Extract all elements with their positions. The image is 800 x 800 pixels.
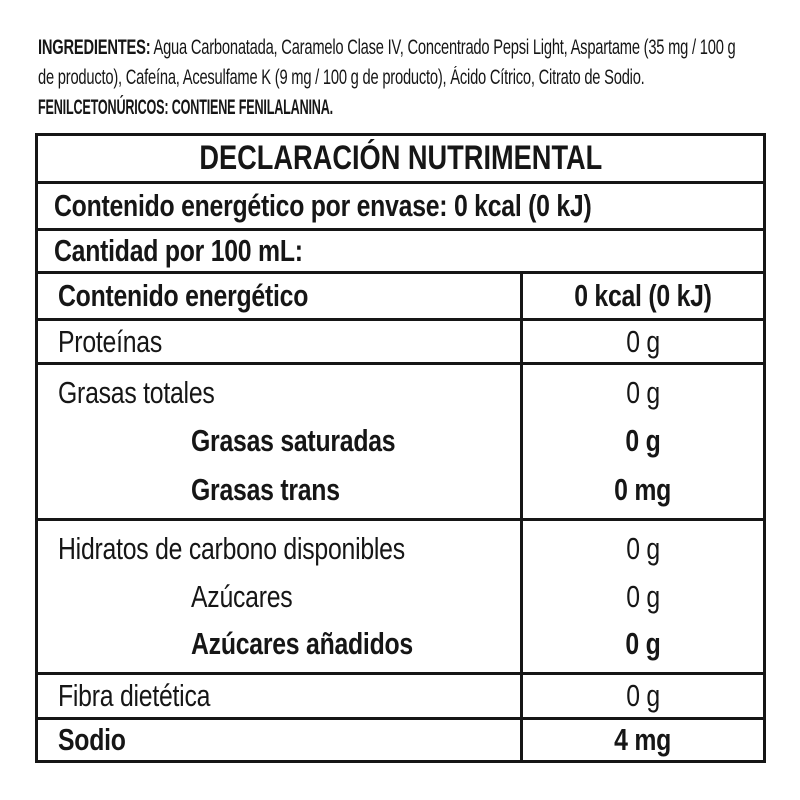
ingredients-line-1: INGREDIENTES: Agua Carbonatada, Caramelo…: [38, 33, 800, 63]
row-label-cell: Contenido energético: [38, 274, 523, 318]
row-value-hidratos: 0 g: [523, 525, 763, 573]
row-label: Grasas trans: [191, 471, 340, 507]
row-value: 0 g: [626, 323, 660, 359]
row-value-cell: 0 kcal (0 kJ): [523, 274, 763, 318]
row-value-cell: 4 mg: [523, 720, 763, 760]
serving-basis-row: Cantidad por 100 mL:: [38, 228, 763, 271]
row-label-grasas-trans: Grasas trans: [58, 466, 520, 514]
nutrition-facts-table: DECLARACIÓN NUTRIMENTAL Contenido energé…: [35, 133, 766, 763]
group-label-cell: Hidratos de carbono disponibles Azúcares…: [38, 521, 523, 672]
row-value: 4 mg: [614, 722, 672, 757]
row-label-hidratos: Hidratos de carbono disponibles: [58, 525, 520, 573]
row-label: Azúcares: [191, 578, 293, 614]
row-value: 0 g: [626, 375, 660, 411]
table-title-row: DECLARACIÓN NUTRIMENTAL: [38, 136, 763, 181]
row-value-cell: 0 g: [523, 675, 763, 717]
row-label-grasas-totales: Grasas totales: [58, 369, 520, 417]
row-label-azucares-anadidos: Azúcares añadidos: [58, 620, 520, 668]
phenylketonurics-warning: FENILCETONÚRICOS: CONTIENE FENILALANINA.: [38, 93, 800, 123]
table-row-group-hidratos: Hidratos de carbono disponibles Azúcares…: [38, 518, 763, 672]
ingredients-text-part-2: de producto), Cafeína, Acesulfame K (9 m…: [38, 66, 645, 89]
row-value: 0 mg: [614, 471, 672, 507]
table-row-sodio: Sodio 4 mg: [38, 717, 763, 760]
row-label-cell: Proteínas: [38, 321, 523, 362]
group-value-cell: 0 g 0 g 0 g: [523, 521, 763, 672]
row-value-grasas-trans: 0 mg: [523, 466, 763, 514]
ingredients-text-part-1: Agua Carbonatada, Caramelo Clase IV, Con…: [150, 36, 736, 59]
row-label: Fibra dietética: [58, 678, 211, 713]
row-label-cell: Sodio: [38, 720, 523, 760]
table-row-contenido-energetico: Contenido energético 0 kcal (0 kJ): [38, 271, 763, 318]
group-value-cell: 0 g 0 g 0 mg: [523, 365, 763, 518]
row-value-grasas-saturadas: 0 g: [523, 417, 763, 465]
energy-per-package-row: Contenido energético por envase: 0 kcal …: [38, 181, 763, 228]
row-label-grasas-saturadas: Grasas saturadas: [58, 417, 520, 465]
row-label-cell: Fibra dietética: [38, 675, 523, 717]
ingredients-line-1-text: INGREDIENTES: Agua Carbonatada, Caramelo…: [38, 33, 736, 63]
ingredients-paragraph: INGREDIENTES: Agua Carbonatada, Caramelo…: [38, 33, 800, 123]
row-label: Contenido energético: [58, 278, 309, 313]
row-value-cell: 0 g: [523, 321, 763, 362]
ingredients-label: INGREDIENTES:: [38, 36, 151, 59]
row-label: Grasas saturadas: [191, 423, 396, 459]
row-value: 0 g: [625, 626, 661, 662]
row-label: Azúcares añadidos: [191, 626, 413, 662]
table-row-fibra-dietetica: Fibra dietética 0 g: [38, 672, 763, 717]
row-label: Hidratos de carbono disponibles: [58, 530, 405, 566]
row-value: 0 g: [626, 530, 660, 566]
row-label-azucares: Azúcares: [58, 573, 520, 621]
table-title: DECLARACIÓN NUTRIMENTAL: [199, 139, 602, 177]
row-value: 0 g: [626, 678, 660, 713]
serving-basis-text: Cantidad por 100 mL:: [54, 233, 303, 268]
row-label: Proteínas: [58, 323, 162, 359]
row-value: 0 g: [625, 423, 661, 459]
group-label-cell: Grasas totales Grasas saturadas Grasas t…: [38, 365, 523, 518]
ingredients-line-2: de producto), Cafeína, Acesulfame K (9 m…: [38, 63, 800, 93]
phenylketonurics-warning-text: FENILCETONÚRICOS: CONTIENE FENILALANINA.: [38, 96, 333, 119]
row-value: 0 kcal (0 kJ): [574, 278, 712, 313]
table-row-proteinas: Proteínas 0 g: [38, 318, 763, 362]
row-value-azucares-anadidos: 0 g: [523, 620, 763, 668]
row-value-azucares: 0 g: [523, 573, 763, 621]
row-label: Sodio: [58, 722, 126, 757]
row-value-grasas-totales: 0 g: [523, 369, 763, 417]
row-value: 0 g: [626, 578, 660, 614]
table-row-group-grasas: Grasas totales Grasas saturadas Grasas t…: [38, 362, 763, 518]
energy-per-package-text: Contenido energético por envase: 0 kcal …: [54, 188, 592, 223]
row-label: Grasas totales: [58, 375, 215, 411]
